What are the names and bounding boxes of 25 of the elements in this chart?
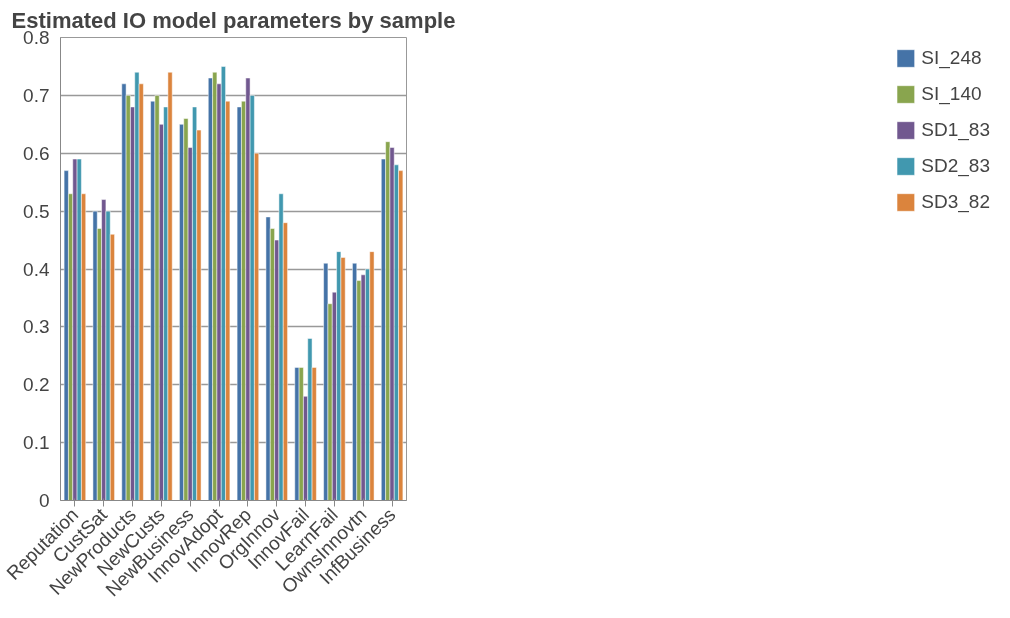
- y-tick-label: 0.5: [23, 200, 50, 222]
- bar: [298, 367, 304, 501]
- y-tick-label: 0.3: [23, 316, 50, 338]
- bar: [76, 158, 82, 501]
- y-tick-label: 0.1: [23, 432, 50, 454]
- y-tick-label: 0.8: [23, 27, 50, 48]
- legend-label: SI_140: [921, 83, 982, 105]
- bar: [63, 170, 69, 501]
- legend-label: SI_248: [921, 47, 982, 69]
- bar: [307, 338, 313, 501]
- legend-label: SD1_83: [921, 119, 990, 141]
- y-tick-label: 0.2: [23, 374, 50, 396]
- bar: [265, 216, 271, 501]
- y-tick-label: 0.7: [23, 84, 50, 106]
- legend-label: SD2_83: [921, 155, 990, 177]
- legend-label: SD3_82: [921, 191, 990, 213]
- bar: [369, 251, 375, 501]
- bar: [92, 210, 98, 501]
- bar: [167, 71, 173, 501]
- bar: [323, 262, 329, 501]
- y-tick-label: 0: [38, 490, 50, 511]
- y-tick-label: 0.6: [23, 142, 50, 164]
- y-tick-label: 0.4: [23, 258, 50, 280]
- bar: [154, 95, 160, 501]
- bar: [278, 193, 284, 501]
